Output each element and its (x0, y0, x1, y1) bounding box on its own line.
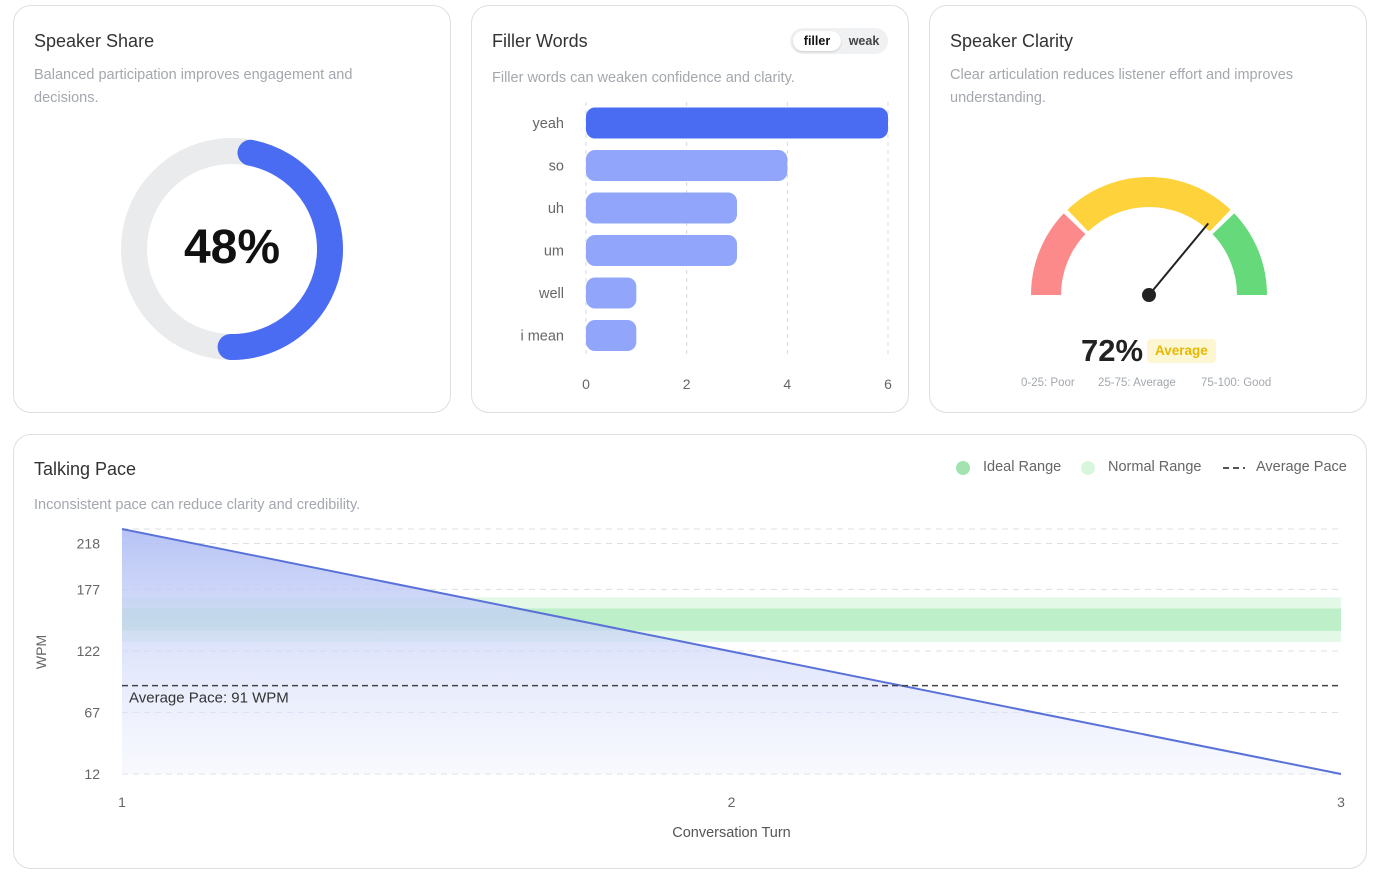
legend-average-swatch (1223, 467, 1245, 469)
filler-x-tick: 6 (884, 376, 892, 392)
speaker-clarity-title: Speaker Clarity (950, 31, 1074, 51)
filler-bar[interactable] (586, 150, 788, 181)
filler-words-card: Filler Words filler weak Filler words ca… (471, 5, 909, 413)
pace-x-tick: 3 (1337, 794, 1345, 810)
speaker-clarity-subtitle-line2: understanding. (950, 90, 1046, 106)
pace-y-tick: 218 (77, 536, 101, 552)
average-pace-label: Average Pace: 91 WPM (129, 690, 289, 707)
legend-ideal-swatch (956, 461, 970, 475)
filler-words-chart: 0 2 4 6 yeah so uh um well i mean (520, 102, 892, 392)
legend-ideal-label: Ideal Range (983, 459, 1062, 475)
filler-category-label: yeah (533, 116, 564, 132)
legend-normal-swatch (1081, 461, 1095, 475)
gauge-poor-segment (1031, 213, 1086, 296)
filler-bar[interactable] (586, 235, 737, 266)
clarity-value: 72% (1081, 333, 1144, 368)
pace-y-tick: 67 (84, 704, 100, 720)
gauge-needle-hub (1142, 288, 1156, 302)
speaker-share-title: Speaker Share (34, 31, 155, 51)
clarity-gauge (1031, 177, 1267, 302)
speaker-share-donut (121, 138, 343, 360)
filler-bar[interactable] (586, 107, 888, 139)
filler-category-label: um (544, 244, 564, 260)
filler-x-tick: 0 (582, 376, 590, 392)
speaker-clarity-subtitle-line1: Clear articulation reduces listener effo… (950, 67, 1294, 83)
pace-y-tick: 12 (84, 766, 100, 782)
toggle-filler-option[interactable]: filler (793, 31, 841, 51)
speaker-share-subtitle: Balanced participation improves engageme… (34, 64, 434, 110)
donut-value-arc (217, 139, 343, 360)
speaker-share-value: 48% (183, 221, 281, 274)
pace-x-tick: 2 (728, 794, 736, 810)
filler-category-label: so (549, 159, 564, 175)
filler-x-tick: 2 (683, 376, 691, 392)
filler-words-title: Filler Words (492, 31, 588, 51)
filler-category-label: uh (548, 201, 564, 217)
pace-y-tick: 122 (77, 643, 101, 659)
filler-bar[interactable] (586, 320, 637, 351)
talking-pace-title: Talking Pace (34, 459, 137, 479)
speaker-share-card: Speaker Share Balanced participation imp… (13, 5, 451, 413)
speaker-clarity-card: Speaker Clarity Clear articulation reduc… (929, 5, 1367, 413)
filler-x-tick: 4 (783, 376, 791, 392)
filler-weak-toggle[interactable]: filler weak (790, 28, 888, 54)
filler-bar[interactable] (586, 277, 637, 309)
clarity-range-good: 75-100: Good (1201, 377, 1272, 389)
clarity-range-poor: 0-25: Poor (1021, 377, 1075, 389)
clarity-range-average: 25-75: Average (1098, 377, 1176, 389)
filler-category-label: well (538, 286, 564, 302)
speaker-share-subtitle-line2: decisions. (34, 90, 99, 106)
filler-words-subtitle: Filler words can weaken confidence and c… (492, 70, 795, 86)
gauge-average-segment (1067, 177, 1231, 232)
talking-pace-subtitle: Inconsistent pace can reduce clarity and… (34, 497, 361, 513)
pace-x-tick: 1 (118, 794, 126, 810)
pace-y-axis-label: WPM (33, 635, 49, 669)
talking-pace-card: Talking Pace Inconsistent pace can reduc… (13, 434, 1367, 869)
gauge-needle (1148, 222, 1210, 296)
pace-x-axis-label: Conversation Turn (672, 825, 790, 841)
clarity-status-badge: Average (1147, 339, 1216, 363)
pace-y-tick: 177 (77, 581, 101, 597)
speaker-share-subtitle-line1: Balanced participation improves engageme… (34, 67, 353, 83)
toggle-weak-option[interactable]: weak (848, 34, 880, 48)
speaker-clarity-subtitle: Clear articulation reduces listener effo… (950, 64, 1350, 110)
filler-category-label: i mean (520, 329, 564, 345)
legend-normal-label: Normal Range (1108, 459, 1202, 475)
legend-average-label: Average Pace (1256, 459, 1347, 475)
pace-line[interactable] (121, 528, 1342, 775)
filler-bar[interactable] (586, 192, 737, 224)
gauge-good-segment (1212, 213, 1267, 296)
